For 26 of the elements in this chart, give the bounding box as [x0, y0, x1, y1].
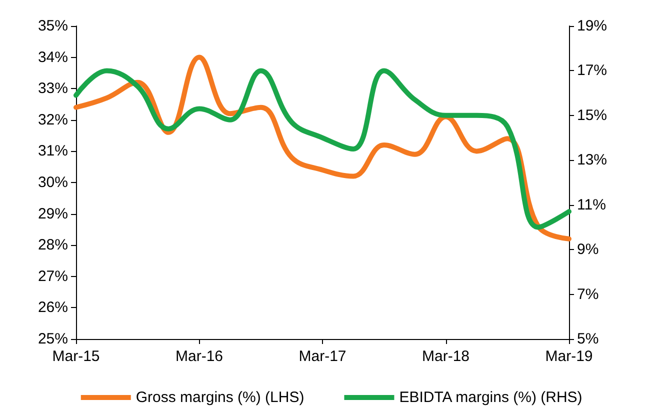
y-tick-label: 35%: [38, 18, 68, 34]
legend-label: Gross margins (%) (LHS): [136, 389, 304, 406]
y-tick-label: 27%: [38, 268, 68, 285]
y2-tick-label: 19%: [577, 18, 608, 34]
y2-tick-label: 13%: [577, 152, 608, 169]
y2-tick-label: 9%: [577, 241, 599, 258]
y-tick-label: 29%: [38, 205, 68, 222]
y2-tick-label: 17%: [577, 62, 608, 80]
y-tick-label: 31%: [38, 142, 68, 160]
y-tick-label: 26%: [38, 299, 68, 316]
y2-tick-label: 7%: [577, 286, 599, 303]
y-tick-label: 25%: [38, 330, 68, 348]
y-tick-label: 32%: [38, 111, 68, 128]
y2-tick-label: 5%: [577, 330, 599, 348]
y2-tick-label: 11%: [577, 196, 606, 214]
x-tick-label: Mar-19: [545, 348, 593, 365]
y-tick-label: 33%: [38, 80, 68, 98]
x-tick-label: Mar-18: [422, 348, 470, 365]
x-tick-label: Mar-17: [298, 348, 346, 365]
y-tick-label: 34%: [38, 48, 68, 66]
legend-label: EBIDTA margins (%) (RHS): [399, 389, 582, 406]
x-tick-label: Mar-16: [175, 348, 224, 365]
y-tick-label: 28%: [38, 236, 68, 254]
y2-tick-label: 15%: [577, 106, 608, 124]
x-tick-label: Mar-15: [52, 348, 100, 365]
y-tick-label: 30%: [38, 174, 68, 191]
